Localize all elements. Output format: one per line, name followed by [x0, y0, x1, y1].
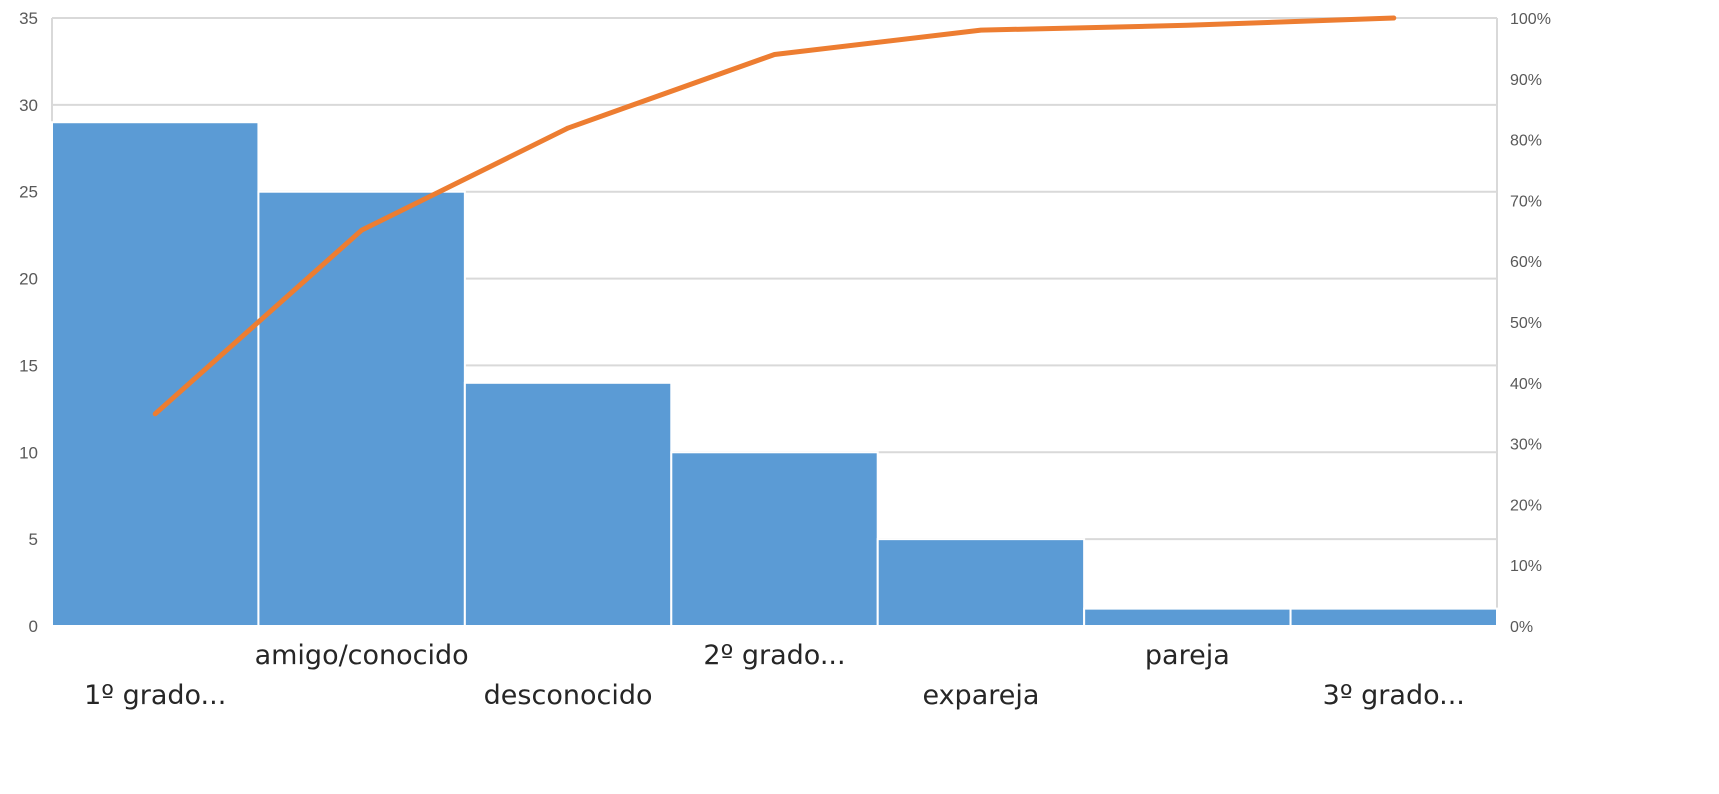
left-tick-label: 15 [19, 356, 38, 375]
left-axis-ticks: 0 5 10 15 20 25 30 35 [19, 9, 38, 636]
bar [1289, 607, 1498, 628]
category-label: 3º grado... [1323, 680, 1465, 711]
right-tick-label: 30% [1510, 437, 1542, 454]
category-label: amigo/conocido [255, 640, 469, 671]
category-label: 2º grado... [703, 640, 845, 671]
left-tick-label: 20 [19, 270, 38, 289]
right-tick-label: 50% [1510, 315, 1542, 332]
category-label: 1º grado... [84, 680, 226, 711]
right-tick-label: 20% [1510, 497, 1542, 514]
bar [463, 381, 673, 627]
left-tick-label: 30 [19, 96, 38, 115]
left-tick-label: 35 [19, 9, 38, 28]
left-tick-label: 5 [29, 530, 38, 549]
bar [876, 538, 1086, 628]
left-tick-label: 10 [19, 443, 38, 462]
bar [1083, 607, 1292, 628]
cumulative-line [152, 15, 1397, 417]
right-tick-label: 70% [1510, 193, 1542, 210]
left-tick-label: 25 [19, 183, 38, 202]
bar [670, 451, 879, 627]
category-label: desconocido [484, 680, 653, 711]
bars [51, 121, 1498, 628]
bar [51, 121, 260, 627]
right-tick-label: 0% [1510, 619, 1533, 636]
right-tick-label: 10% [1510, 558, 1542, 575]
category-labels: 1º grado... amigo/conocido desconocido 2º g… [84, 640, 1465, 711]
left-tick-label: 0 [29, 617, 38, 636]
right-tick-label: 90% [1510, 72, 1542, 89]
bar [257, 190, 466, 627]
right-tick-label: 60% [1510, 254, 1542, 271]
right-tick-label: 80% [1510, 133, 1542, 150]
category-label: expareja [922, 680, 1039, 711]
right-axis-ticks: 0% 10% 20% 30% 40% 50% 60% 70% 80% 90% 100% [1510, 11, 1551, 636]
right-tick-label: 40% [1510, 376, 1542, 393]
right-tick-label: 100% [1510, 11, 1551, 28]
category-label: pareja [1145, 640, 1230, 671]
